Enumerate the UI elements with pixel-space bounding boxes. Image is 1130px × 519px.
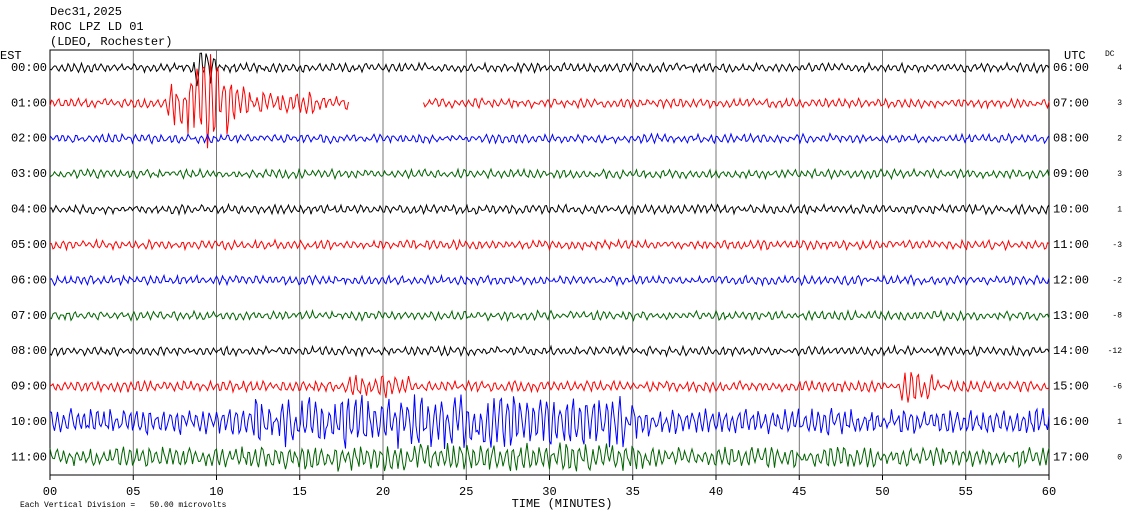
x-tick-label: 35: [626, 485, 640, 499]
utc-label: 17:00: [1053, 450, 1089, 464]
x-axis-label: TIME (MINUTES): [512, 497, 613, 511]
trace: [49, 308, 1050, 323]
dc-value: -8: [1112, 312, 1122, 321]
dc-value: -3: [1112, 241, 1122, 250]
x-tick-label: 45: [792, 485, 806, 499]
utc-label: 15:00: [1053, 380, 1089, 394]
x-tick-label: 15: [293, 485, 307, 499]
dc-value: 3: [1117, 170, 1122, 179]
est-label: 04:00: [11, 203, 47, 217]
utc-label: 06:00: [1053, 61, 1089, 75]
trace: [49, 372, 1050, 403]
dc-label: DC: [1105, 50, 1115, 59]
utc-label: 10:00: [1053, 203, 1089, 217]
x-tick-label: 05: [126, 485, 140, 499]
est-label: 01:00: [11, 96, 47, 110]
dc-value: 0: [1117, 453, 1122, 462]
x-tick-label: 30: [542, 485, 556, 499]
est-label: 05:00: [11, 238, 47, 252]
utc-label: 16:00: [1053, 415, 1089, 429]
est-label: 09:00: [11, 380, 47, 394]
trace: [49, 202, 1050, 216]
utc-label: 09:00: [1053, 167, 1089, 181]
trace: [49, 132, 1050, 145]
utc-label: 07:00: [1053, 96, 1089, 110]
trace: [49, 238, 1050, 252]
utc-label: 13:00: [1053, 309, 1089, 323]
utc-label: 14:00: [1053, 344, 1089, 358]
dc-value: 3: [1117, 99, 1122, 108]
utc-label: 12:00: [1053, 273, 1089, 287]
network: (LDEO, Rochester): [50, 35, 172, 49]
dc-value: 1: [1117, 418, 1122, 427]
date: Dec31,2025: [50, 5, 122, 19]
trace: [49, 344, 1050, 358]
trace: [49, 394, 1050, 450]
footer: Each Vertical Division = 50.00 microvolt…: [20, 501, 227, 510]
est-label: 07:00: [11, 309, 47, 323]
x-tick-label: 55: [959, 485, 973, 499]
station: ROC LPZ LD 01: [50, 20, 144, 34]
utc-label: 08:00: [1053, 132, 1089, 146]
est-label: EST: [0, 49, 22, 63]
x-tick-label: 40: [709, 485, 723, 499]
x-tick-label: 10: [209, 485, 223, 499]
x-tick-label: 25: [459, 485, 473, 499]
dc-value: -12: [1108, 347, 1123, 356]
est-label: 02:00: [11, 132, 47, 146]
x-tick-label: 60: [1042, 485, 1056, 499]
est-label: 08:00: [11, 344, 47, 358]
dc-value: 2: [1117, 135, 1122, 144]
est-label: 00:00: [11, 61, 47, 75]
dc-value: 4: [1117, 64, 1122, 73]
est-label: 11:00: [11, 450, 47, 464]
est-label: 06:00: [11, 273, 47, 287]
trace: [49, 54, 1050, 149]
dc-value: -2: [1112, 276, 1122, 285]
dc-value: -6: [1112, 383, 1122, 392]
x-tick-label: 00: [43, 485, 57, 499]
est-label: 10:00: [11, 415, 47, 429]
x-tick-label: 20: [376, 485, 390, 499]
x-tick-label: 50: [875, 485, 889, 499]
dc-value: 1: [1117, 205, 1122, 214]
trace: [49, 442, 1050, 472]
utc-label: 11:00: [1053, 238, 1089, 252]
utc-label: UTC: [1064, 49, 1086, 63]
trace: [49, 273, 1050, 288]
trace: [49, 167, 1050, 181]
est-label: 03:00: [11, 167, 47, 181]
